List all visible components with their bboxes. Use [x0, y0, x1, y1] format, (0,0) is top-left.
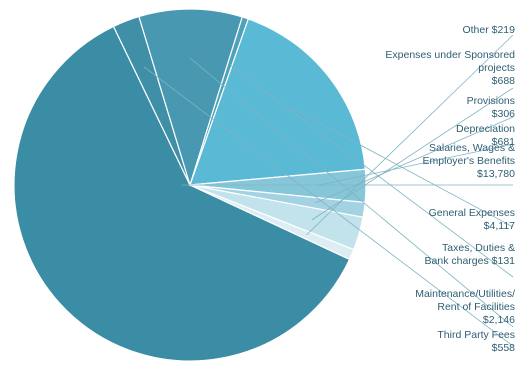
- slice-labels: Salaries, Wages & Employer's Benefits $13,…: [385, 24, 515, 354]
- slice-label-line: $681: [492, 136, 516, 148]
- leader-line: [315, 116, 514, 204]
- slice-label: Taxes, Duties & Bank charges $131: [425, 242, 516, 267]
- slice-label: Salaries, Wages & Employer's Benefits $13,…: [423, 142, 516, 180]
- leader-line: [316, 143, 514, 186]
- slice-label-line: projects: [478, 62, 515, 74]
- slice-label-line: $2,146: [483, 314, 515, 326]
- leader-line: [311, 87, 514, 221]
- leader-line: [190, 57, 514, 328]
- slice-label: Maintenance/Utilities/Rent of Facilities…: [415, 288, 515, 326]
- slice-label-line: Rent of Facilities: [437, 301, 515, 313]
- slice-label: Depreciation $681: [456, 123, 515, 148]
- leader-line: [306, 34, 514, 236]
- slice-label-line: $306: [492, 108, 516, 120]
- slice-label: Other $219: [462, 24, 515, 36]
- leader-line: [289, 106, 514, 228]
- slice-label-line: Other $219: [462, 24, 515, 36]
- leader-line: [229, 64, 514, 278]
- slice-label-line: Depreciation: [456, 123, 515, 135]
- slice-label: Provisions $306: [467, 95, 516, 120]
- slice-label-line: Maintenance/Utilities/: [415, 288, 515, 300]
- slice-label-line: Expenses under Sponsored: [385, 49, 515, 61]
- pie-slice: [138, 8, 244, 188]
- slice-label-line: Provisions: [467, 95, 515, 107]
- slice-label-line: Employer's Benefits: [423, 155, 515, 167]
- slice-label: Expenses under Sponsored projects $688: [385, 49, 515, 87]
- slice-label-line: $688: [492, 75, 516, 87]
- slice-label-line: General Expenses: [429, 207, 515, 219]
- slice-label-line: Bank charges $131: [425, 255, 516, 267]
- pie-slice: [13, 25, 351, 362]
- pie-slices: [13, 8, 367, 362]
- pie-slice: [189, 18, 366, 186]
- leader-lines: [143, 34, 514, 347]
- slice-label-line: $13,780: [477, 168, 515, 180]
- leader-line: [143, 66, 514, 347]
- slice-label-line: $558: [492, 342, 516, 354]
- slice-label-line: Taxes, Duties &: [442, 242, 515, 254]
- pie-slice: [189, 184, 355, 261]
- slice-label: General Expenses $4,117: [429, 207, 516, 232]
- slice-label-line: Third Party Fees: [437, 329, 515, 341]
- slice-label: Third Party Fees $558: [437, 329, 515, 354]
- slice-label-line: Salaries, Wages &: [429, 142, 515, 154]
- slice-label-line: $4,117: [484, 220, 515, 232]
